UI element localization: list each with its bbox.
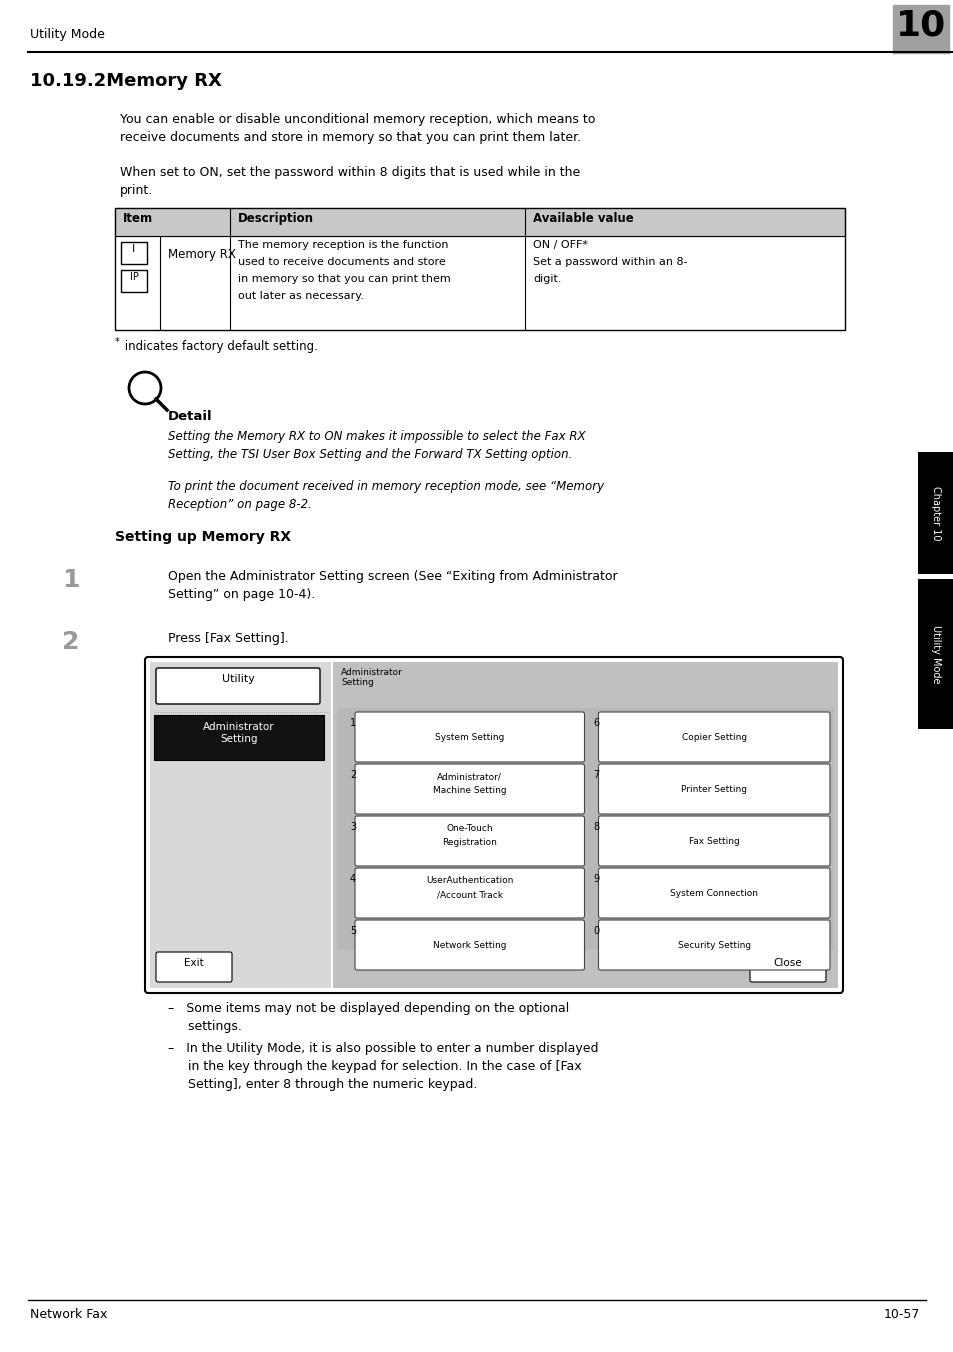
Text: Setting” on page 10-4).: Setting” on page 10-4).: [168, 588, 314, 602]
Text: Administrator
Setting: Administrator Setting: [340, 668, 402, 687]
Text: Description: Description: [237, 212, 314, 224]
FancyBboxPatch shape: [598, 919, 829, 969]
Text: 8: 8: [593, 822, 598, 831]
FancyBboxPatch shape: [156, 952, 232, 982]
Text: 1: 1: [62, 568, 79, 592]
Text: You can enable or disable unconditional memory reception, which means to: You can enable or disable unconditional …: [120, 114, 595, 126]
Text: Printer Setting: Printer Setting: [680, 786, 746, 794]
Bar: [336, 708, 833, 950]
Text: 0: 0: [593, 926, 598, 936]
Text: /Account Track: /Account Track: [436, 890, 502, 899]
Bar: [121, 270, 147, 292]
Text: indicates factory default setting.: indicates factory default setting.: [121, 339, 317, 353]
Text: 10.19.2Memory RX: 10.19.2Memory RX: [30, 72, 222, 91]
FancyBboxPatch shape: [598, 868, 829, 918]
Text: Administrator
Setting: Administrator Setting: [203, 722, 274, 745]
Text: Fax Setting: Fax Setting: [688, 837, 739, 846]
FancyBboxPatch shape: [598, 817, 829, 867]
Text: When set to ON, set the password within 8 digits that is used while in the: When set to ON, set the password within …: [120, 166, 579, 178]
Text: –   Some items may not be displayed depending on the optional: – Some items may not be displayed depend…: [168, 1002, 569, 1015]
Text: Network Fax: Network Fax: [30, 1307, 108, 1321]
Text: Close: Close: [773, 959, 801, 968]
Text: UserAuthentication: UserAuthentication: [426, 876, 513, 886]
Text: Copier Setting: Copier Setting: [681, 733, 746, 742]
Bar: [892, 5, 948, 53]
Text: –   In the Utility Mode, it is also possible to enter a number displayed: – In the Utility Mode, it is also possib…: [168, 1042, 598, 1055]
Text: digit.: digit.: [533, 274, 561, 284]
Text: System Setting: System Setting: [435, 733, 504, 742]
Text: Open the Administrator Setting screen (See “Exiting from Administrator: Open the Administrator Setting screen (S…: [168, 571, 617, 583]
Text: IP: IP: [130, 272, 138, 283]
FancyBboxPatch shape: [355, 817, 584, 867]
Text: 3: 3: [350, 822, 355, 831]
Text: 7: 7: [593, 771, 599, 780]
Bar: [121, 242, 147, 264]
Bar: [115, 208, 844, 330]
Text: in the key through the keypad for selection. In the case of [Fax: in the key through the keypad for select…: [168, 1060, 581, 1073]
Text: Security Setting: Security Setting: [677, 941, 750, 950]
Text: Press [Fax Setting].: Press [Fax Setting].: [168, 631, 289, 645]
Text: Utility Mode: Utility Mode: [930, 625, 940, 683]
Text: *: *: [115, 337, 120, 347]
Bar: [917, 452, 953, 575]
Text: Reception” on page 8-2.: Reception” on page 8-2.: [168, 498, 312, 511]
Bar: [333, 662, 837, 988]
Text: 4: 4: [350, 873, 355, 884]
Text: out later as necessary.: out later as necessary.: [237, 291, 363, 301]
Text: Utility: Utility: [221, 675, 254, 684]
Text: 2: 2: [350, 771, 355, 780]
Text: Detail: Detail: [168, 410, 213, 423]
Text: ON / OFF*: ON / OFF*: [533, 241, 587, 250]
Text: Memory RX: Memory RX: [168, 247, 235, 261]
Text: Utility Mode: Utility Mode: [30, 28, 105, 41]
Text: Item: Item: [123, 212, 153, 224]
Bar: [153, 715, 324, 760]
Text: Setting], enter 8 through the numeric keypad.: Setting], enter 8 through the numeric ke…: [168, 1078, 476, 1091]
Text: Setting up Memory RX: Setting up Memory RX: [115, 530, 291, 544]
Text: Registration: Registration: [442, 838, 497, 846]
Text: Available value: Available value: [533, 212, 633, 224]
Text: To print the document received in memory reception mode, see “Memory: To print the document received in memory…: [168, 480, 603, 493]
Text: settings.: settings.: [168, 1019, 242, 1033]
Text: Set a password within an 8-: Set a password within an 8-: [533, 257, 687, 266]
Text: 6: 6: [593, 718, 598, 727]
FancyBboxPatch shape: [598, 764, 829, 814]
Text: 10: 10: [895, 8, 945, 42]
Text: 1: 1: [350, 718, 355, 727]
Text: Setting, the TSI User Box Setting and the Forward TX Setting option.: Setting, the TSI User Box Setting and th…: [168, 448, 572, 461]
Text: 9: 9: [593, 873, 598, 884]
Text: 5: 5: [350, 926, 355, 936]
Bar: [115, 208, 844, 237]
FancyBboxPatch shape: [598, 713, 829, 763]
Text: Network Setting: Network Setting: [433, 941, 506, 950]
Text: 2: 2: [62, 630, 79, 654]
Text: Chapter 10: Chapter 10: [930, 485, 940, 541]
Text: print.: print.: [120, 184, 153, 197]
Text: Setting the Memory RX to ON makes it impossible to select the Fax RX: Setting the Memory RX to ON makes it imp…: [168, 430, 585, 443]
FancyBboxPatch shape: [355, 713, 584, 763]
Text: Administrator/: Administrator/: [436, 772, 501, 781]
FancyBboxPatch shape: [355, 919, 584, 969]
Bar: [917, 579, 953, 729]
Text: used to receive documents and store: used to receive documents and store: [237, 257, 445, 266]
Text: 10-57: 10-57: [882, 1307, 919, 1321]
Text: I: I: [132, 243, 135, 254]
FancyBboxPatch shape: [156, 668, 319, 704]
Text: System Connection: System Connection: [670, 890, 758, 898]
Text: Exit: Exit: [184, 959, 204, 968]
FancyBboxPatch shape: [355, 764, 584, 814]
Text: Machine Setting: Machine Setting: [433, 786, 506, 795]
Text: One-Touch: One-Touch: [446, 823, 493, 833]
Text: receive documents and store in memory so that you can print them later.: receive documents and store in memory so…: [120, 131, 580, 145]
FancyBboxPatch shape: [749, 952, 825, 982]
FancyBboxPatch shape: [145, 657, 842, 992]
Text: The memory reception is the function: The memory reception is the function: [237, 241, 448, 250]
FancyBboxPatch shape: [355, 868, 584, 918]
Bar: [150, 662, 331, 988]
Text: in memory so that you can print them: in memory so that you can print them: [237, 274, 450, 284]
